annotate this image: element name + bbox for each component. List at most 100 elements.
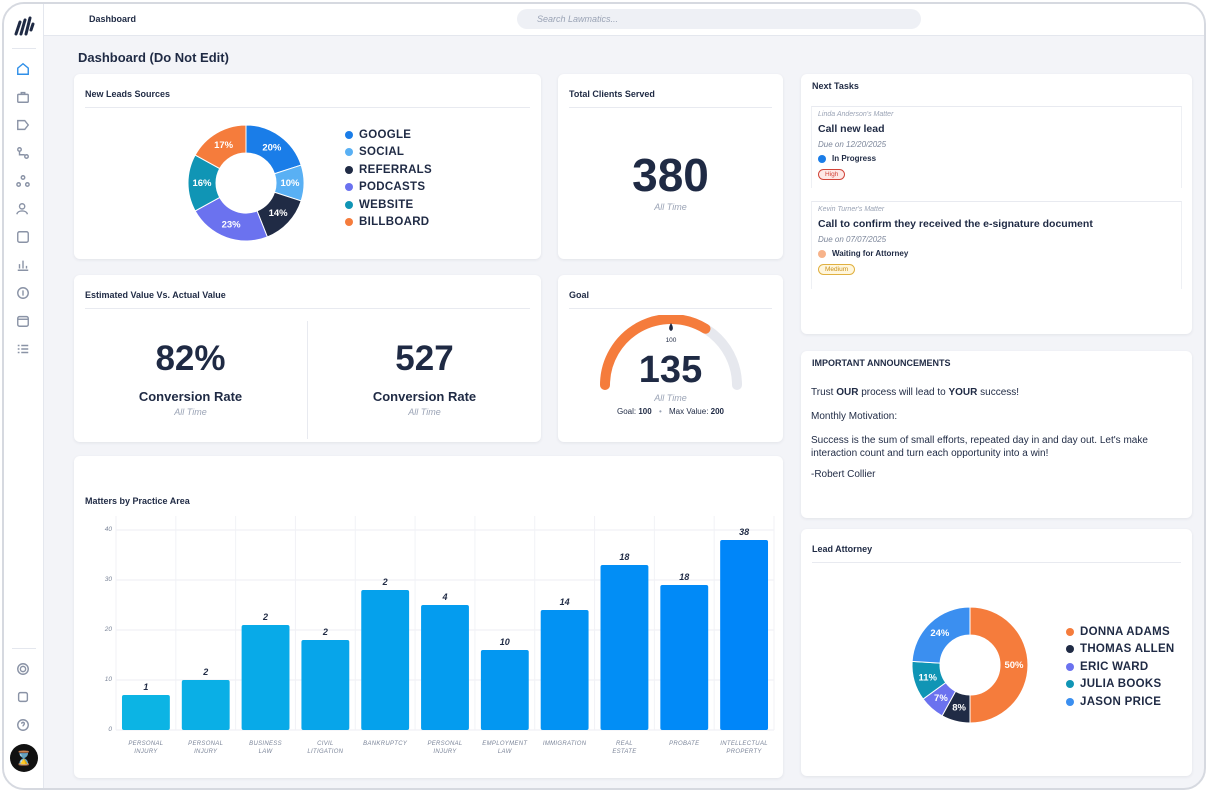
conversion-rate-left: 82% Conversion Rate All Time — [74, 275, 307, 442]
x-tick-label-line: CIVIL — [317, 741, 334, 747]
conversion-rate-value: 82% — [155, 339, 226, 378]
bar-data-label: 1 — [143, 682, 149, 692]
bar[interactable] — [241, 625, 290, 730]
legend-dot-icon — [1066, 627, 1074, 636]
calendar-square-icon[interactable] — [14, 228, 32, 246]
x-tick-label: REAL ESTATE — [589, 740, 661, 756]
help-icon[interactable] — [14, 716, 32, 734]
legend-item[interactable]: JULIA BOOKS — [1066, 676, 1175, 694]
priority-badge: Medium — [818, 264, 856, 275]
legend-item[interactable]: JASON PRICE — [1066, 693, 1175, 711]
home-icon[interactable] — [14, 60, 32, 78]
bar[interactable] — [121, 695, 170, 730]
goal-period: All Time — [654, 393, 687, 403]
search-input[interactable]: Search Lawmatics... — [517, 9, 921, 29]
card-title: Lead Attorney — [812, 544, 873, 554]
total-clients-card: Total Clients Served 380 All Time — [558, 74, 783, 259]
donut-slice-label: 14% — [269, 208, 289, 219]
card-title: Next Tasks — [812, 81, 859, 91]
bar-data-label: 2 — [203, 667, 209, 677]
donut-slice[interactable] — [969, 606, 1029, 724]
legend-item[interactable]: BILLBOARD — [345, 214, 432, 232]
legend-item[interactable]: DONNA ADAMS — [1066, 623, 1175, 641]
bar-data-label: 2 — [263, 612, 269, 622]
conversion-rate-period: All Time — [408, 407, 441, 417]
bar-data-label: 2 — [382, 577, 388, 587]
task-item[interactable]: Linda Anderson's Matter Call new lead Du… — [811, 106, 1182, 188]
breadcrumb[interactable]: Dashboard — [89, 14, 137, 24]
conversion-rate-right: 527 Conversion Rate All Time — [308, 275, 541, 442]
x-tick-label: BANKRUPTCY — [349, 740, 421, 748]
total-clients-value: 380 — [632, 149, 709, 201]
tag-icon[interactable] — [14, 116, 32, 134]
task-item[interactable]: Kevin Turner's Matter Call to confirm th… — [811, 201, 1182, 289]
x-tick-label-line: ESTATE — [612, 749, 637, 755]
donut-slice[interactable] — [194, 124, 247, 170]
bar-data-label: 14 — [559, 597, 570, 607]
bar[interactable] — [540, 610, 589, 730]
checklist-icon[interactable] — [14, 340, 32, 358]
sidebar: ⌛ — [4, 4, 44, 788]
task-title[interactable]: Call new lead — [818, 123, 885, 135]
x-tick-label: INTELLECTUAL PROPERTY — [708, 740, 780, 756]
chart-title: Matters by Practice Area — [85, 496, 190, 506]
bar[interactable] — [480, 650, 529, 730]
apps-icon[interactable] — [14, 688, 32, 706]
legend-dot-icon — [1066, 645, 1074, 654]
task-matter[interactable]: Kevin Turner's Matter — [818, 206, 885, 213]
legend-item[interactable]: REFERRALS — [345, 161, 432, 179]
bar-data-label: 10 — [499, 637, 510, 647]
reports-chart-icon[interactable] — [14, 256, 32, 274]
task-title[interactable]: Call to confirm they received the e-sign… — [818, 218, 1093, 230]
bar[interactable] — [660, 585, 709, 730]
billing-icon[interactable] — [14, 284, 32, 302]
briefcase-icon[interactable] — [14, 88, 32, 106]
legend-label: GOOGLE — [359, 128, 412, 141]
y-tick-label: 0 — [108, 726, 112, 733]
announcement-quote: Success is the sum of small efforts, rep… — [811, 435, 1148, 459]
x-tick-label: PROBATE — [648, 740, 720, 748]
legend-item[interactable]: GOOGLE — [345, 126, 432, 144]
x-tick-label-line: PROBATE — [669, 741, 700, 747]
legend-item[interactable]: SOCIAL — [345, 144, 432, 162]
legend-item[interactable]: ERIC WARD — [1066, 658, 1175, 676]
x-tick-label-line: INJURY — [433, 749, 457, 755]
network-icon[interactable] — [14, 172, 32, 190]
conversion-rate-value: 527 — [395, 339, 454, 378]
calendar-icon[interactable] — [14, 312, 32, 330]
announcement-line: Monthly Motivation: — [811, 411, 898, 422]
next-tasks-card: Next Tasks Linda Anderson's Matter Call … — [801, 74, 1192, 334]
legend-dot-icon — [345, 148, 353, 157]
announcement-line: Trust OUR process will lead to YOUR succ… — [811, 387, 1020, 398]
legend-dot-icon — [1066, 697, 1074, 706]
x-tick-label-line: IMMIGRATION — [542, 741, 587, 747]
bar[interactable] — [720, 540, 769, 730]
user-avatar[interactable]: ⌛ — [10, 744, 38, 772]
contacts-icon[interactable] — [14, 200, 32, 218]
legend-dot-icon — [345, 218, 353, 227]
task-matter[interactable]: Linda Anderson's Matter — [818, 111, 894, 118]
status-dot-icon — [818, 249, 826, 258]
bar[interactable] — [361, 590, 410, 730]
bar[interactable] — [421, 605, 469, 730]
legend-item[interactable]: WEBSITE — [345, 196, 432, 214]
bar[interactable] — [301, 640, 350, 730]
goal-card: Goal 100 135 All Time Goal: 100 • Max Va… — [558, 275, 783, 442]
bar-data-label: 18 — [679, 572, 690, 582]
task-due: Due on 07/07/2025 — [818, 235, 887, 244]
legend-item[interactable]: PODCASTS — [345, 179, 432, 197]
bar[interactable] — [600, 565, 649, 730]
lawmatics-logo-icon[interactable] — [12, 14, 36, 38]
bar[interactable] — [181, 680, 230, 730]
x-tick-label: BUSINESS LAW — [230, 740, 302, 756]
x-tick-label: IMMIGRATION — [529, 740, 601, 748]
legend-label: DONNA ADAMS — [1080, 625, 1170, 638]
legend-dot-icon — [345, 130, 353, 139]
legend-label: THOMAS ALLEN — [1080, 643, 1175, 656]
conversion-rate-period: All Time — [174, 407, 207, 417]
workflow-icon[interactable] — [14, 144, 32, 162]
donut-slice-label: 7% — [934, 693, 948, 704]
settings-gear-icon[interactable] — [14, 660, 32, 678]
donut-slice[interactable] — [911, 606, 971, 664]
legend-item[interactable]: THOMAS ALLEN — [1066, 641, 1175, 659]
